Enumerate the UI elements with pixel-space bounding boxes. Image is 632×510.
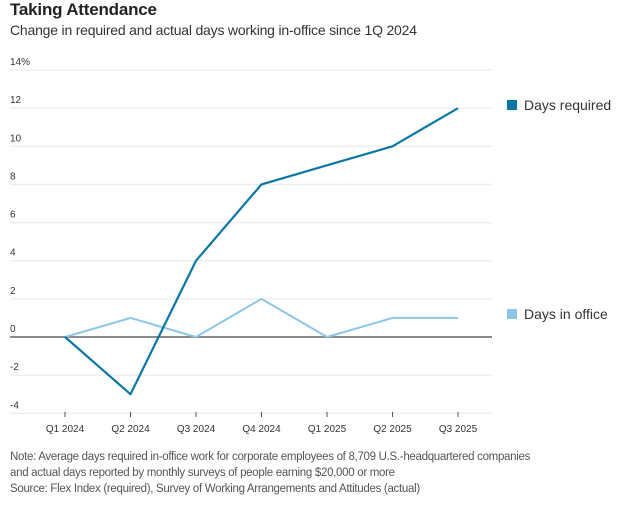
legend-label-days-required: Days required [524, 97, 611, 113]
x-tick-label: Q1 2025 [308, 424, 347, 435]
legend: Days required Days in office [507, 97, 611, 322]
series-line-days-required [64, 107, 459, 396]
y-tick-label: 14% [10, 57, 30, 68]
note-line-1: Note: Average days required in-office wo… [10, 451, 531, 463]
y-tick-label: 0 [10, 324, 16, 335]
x-axis-ticks: Q1 2024 Q2 2024 Q3 2024 Q4 2024 Q1 2025 Q2 20… [46, 412, 478, 435]
x-tick-label: Q2 2025 [373, 424, 412, 435]
gridlines [10, 69, 492, 414]
series-line-days-in-office [64, 297, 458, 338]
chart-title: Taking Attendance [10, 0, 157, 19]
y-tick-label: 2 [10, 286, 16, 297]
y-tick-label: 12 [10, 95, 22, 106]
y-tick-label: 6 [10, 210, 16, 221]
x-tick-label: Q3 2024 [177, 424, 216, 435]
chart-subtitle: Change in required and actual days worki… [10, 22, 417, 38]
x-tick-label: Q1 2024 [46, 424, 85, 435]
y-tick-label: -2 [10, 362, 19, 373]
source-line: Source: Flex Index (required), Survey of… [10, 483, 420, 495]
note-line-2: and actual days reported by monthly surv… [10, 467, 395, 479]
legend-label-days-in-office: Days in office [524, 306, 608, 322]
y-tick-label: 4 [10, 248, 16, 259]
legend-swatch-days-in-office [507, 309, 517, 319]
y-tick-label: 8 [10, 171, 16, 182]
legend-swatch-days-required [507, 100, 517, 110]
x-tick-label: Q3 2025 [439, 424, 478, 435]
y-tick-label: -4 [10, 400, 19, 411]
y-axis-ticks: 14% 12 10 8 6 4 2 0 -2 -4 [10, 57, 30, 411]
line-chart: 14% 12 10 8 6 4 2 0 -2 -4 Q1 2024 Q2 2024 Q3 2024 Q4… [10, 57, 611, 435]
y-tick-label: 10 [10, 133, 22, 144]
series-lines [64, 107, 459, 396]
x-tick-label: Q4 2024 [242, 424, 281, 435]
x-tick-label: Q2 2024 [111, 424, 150, 435]
chart-note: Note: Average days required in-office wo… [10, 449, 530, 497]
